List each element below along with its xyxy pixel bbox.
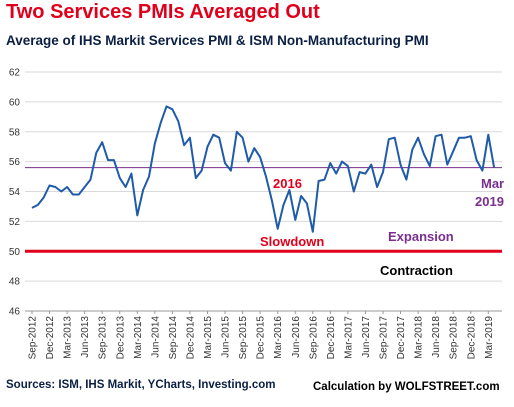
y-tick-label: 46 (9, 307, 21, 318)
x-tick-label: Sep-2018 (449, 316, 460, 360)
chart-title: Two Services PMIs Averaged Out (6, 1, 320, 23)
x-tick-label: Dec-2012 (45, 316, 56, 360)
annotation-2019: 2019 (475, 194, 504, 209)
x-tick-label: Sep-2017 (379, 316, 390, 360)
annotation-slowdown: Slowdown (260, 234, 324, 249)
x-tick-label: Dec-2014 (185, 316, 196, 360)
x-tick-label: Jun-2016 (291, 316, 302, 358)
x-tick-label: Jun-2018 (431, 316, 442, 358)
x-tick-label: Dec-2015 (256, 316, 267, 360)
x-axis-ticks: Sep-2012 Dec-2012 Mar-2013 Jun-2013 Sep-2013… (28, 311, 495, 359)
y-tick-label: 52 (9, 217, 21, 228)
x-tick-label: Dec-2013 (115, 316, 126, 360)
x-tick-label: Mar-2013 (63, 316, 74, 359)
annotation-contraction: Contraction (380, 263, 453, 278)
y-tick-label: 62 (9, 68, 21, 79)
x-tick-label: Sep-2016 (308, 316, 319, 360)
x-tick-label: Sep-2015 (238, 316, 249, 360)
annotation-mar: Mar (481, 176, 504, 191)
x-tick-label: Jun-2013 (80, 316, 91, 358)
annotations: 2016 Slowdown Expansion Contraction Mar 2019 (260, 176, 504, 278)
x-tick-label: Dec-2016 (326, 316, 337, 360)
x-tick-label: Dec-2018 (466, 316, 477, 360)
x-tick-label: Mar-2017 (343, 316, 354, 359)
x-tick-label: Dec-2017 (396, 316, 407, 360)
y-tick-label: 48 (9, 277, 21, 288)
x-tick-label: Mar-2014 (133, 316, 144, 359)
x-tick-label: Jun-2015 (221, 316, 232, 358)
y-axis-ticks: 46 48 50 52 54 56 58 60 62 (9, 68, 21, 318)
sources-footnote: Sources: ISM, IHS Markit, YCharts, Inves… (6, 379, 276, 391)
x-tick-label: Mar-2015 (203, 316, 214, 359)
chart-subtitle: Average of IHS Markit Services PMI & ISM… (6, 33, 429, 48)
y-tick-label: 60 (9, 97, 21, 108)
annotation-expansion: Expansion (388, 229, 454, 244)
y-tick-label: 54 (9, 187, 21, 198)
x-tick-label: Mar-2018 (414, 316, 425, 359)
x-tick-label: Mar-2016 (273, 316, 284, 359)
annotation-2016: 2016 (273, 176, 302, 191)
x-tick-label: Jun-2017 (361, 316, 372, 358)
y-tick-label: 56 (9, 157, 21, 168)
x-tick-label: Sep-2013 (98, 316, 109, 360)
x-tick-label: Sep-2012 (28, 316, 39, 360)
y-tick-label: 58 (9, 127, 21, 138)
y-tick-label: 50 (9, 247, 21, 258)
x-tick-label: Sep-2014 (168, 316, 179, 360)
series-line-pmi-average (31, 105, 496, 233)
credit-footnote: Calculation by WOLFSTREET.com (313, 381, 500, 393)
x-tick-label: Mar-2019 (484, 316, 495, 359)
x-tick-label: Jun-2014 (150, 316, 161, 358)
